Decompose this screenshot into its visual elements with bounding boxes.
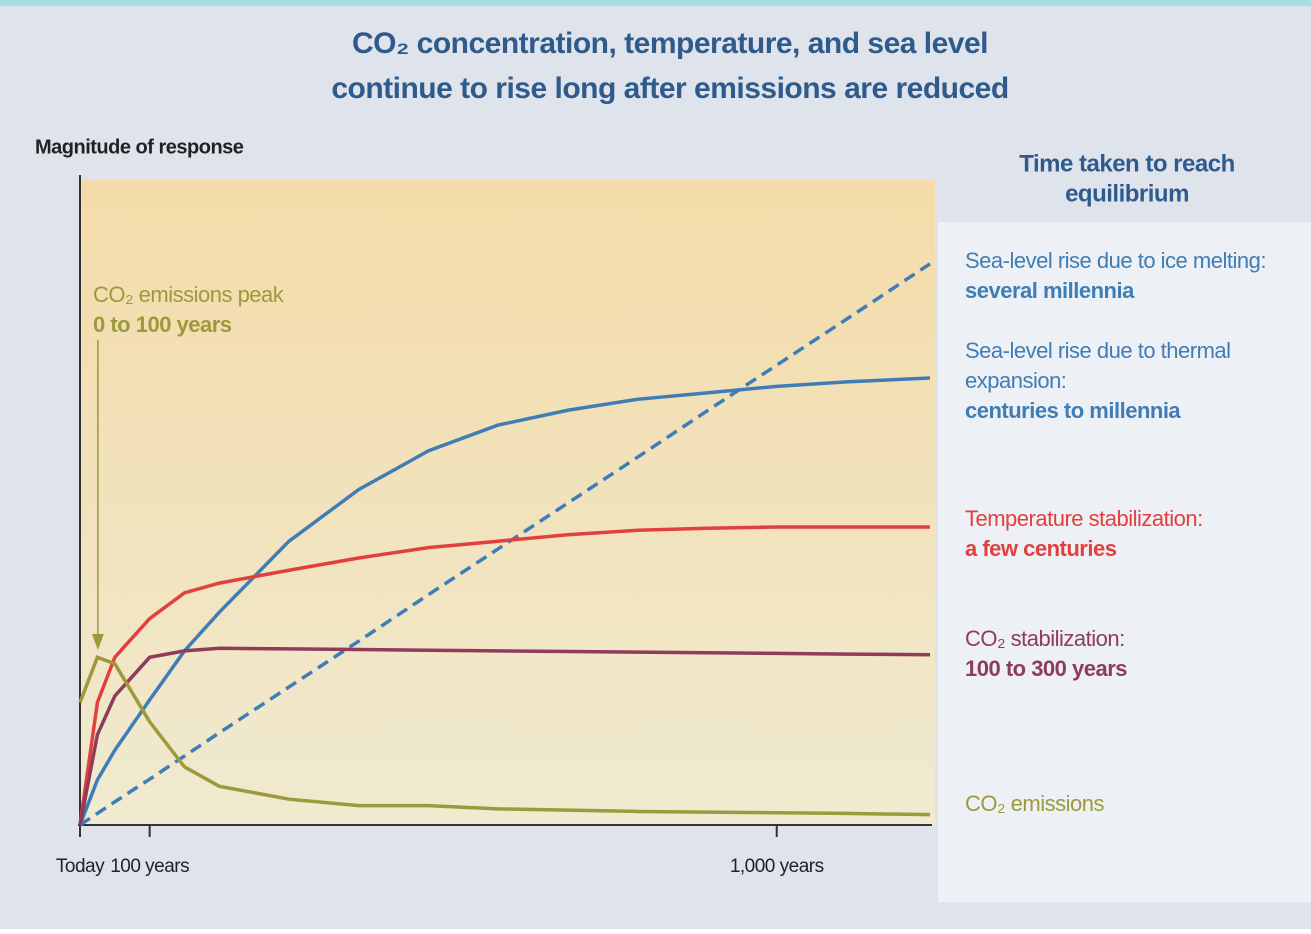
legend-panel xyxy=(938,222,1311,902)
legend-title: equilibrium xyxy=(1065,180,1189,207)
plot-area xyxy=(80,180,935,825)
annotation: 0 to 100 years xyxy=(93,312,232,337)
legend-label: Sea-level rise due to thermal xyxy=(965,338,1231,363)
legend-label: expansion: xyxy=(965,368,1066,393)
legend-duration: centuries to millennia xyxy=(965,398,1181,423)
chart-title: continue to rise long after emissions ar… xyxy=(331,72,1008,105)
series-line xyxy=(78,646,931,826)
annotation: CO₂ emissions peak xyxy=(93,282,285,307)
legend-duration: several millennia xyxy=(965,278,1135,303)
legend-label: CO₂ emissions xyxy=(965,791,1104,816)
legend-title: Time taken to reach xyxy=(1019,150,1234,177)
legend-duration: a few centuries xyxy=(965,536,1117,561)
x-tick-label: 100 years xyxy=(110,856,189,877)
chart-title: CO₂ concentration, temperature, and sea … xyxy=(352,27,988,60)
series-line xyxy=(78,376,931,826)
series-line xyxy=(79,262,931,827)
legend-duration: 100 to 300 years xyxy=(965,656,1127,681)
x-tick-label: Today xyxy=(56,856,105,877)
legend-label: Temperature stabilization: xyxy=(965,506,1203,531)
series-line xyxy=(78,525,930,826)
x-tick-label: 1,000 years xyxy=(730,856,824,877)
y-axis-label: Magnitude of response xyxy=(35,136,244,158)
legend-label: Sea-level rise due to ice melting: xyxy=(965,248,1266,273)
top-strip xyxy=(0,0,1311,6)
annotation-arrowhead xyxy=(91,634,104,650)
series-line xyxy=(78,655,931,817)
legend-label: CO₂ stabilization: xyxy=(965,626,1125,651)
